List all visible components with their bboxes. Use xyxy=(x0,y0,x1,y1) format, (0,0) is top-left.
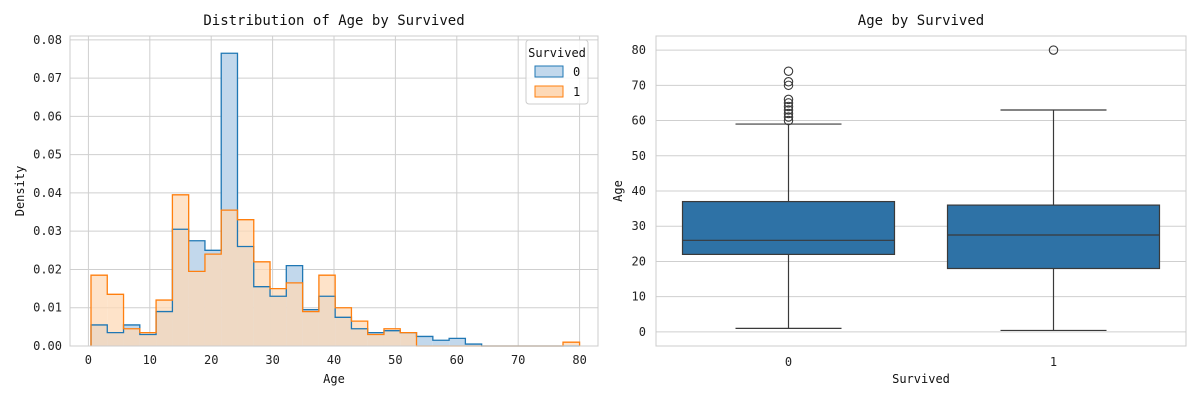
outlier-point xyxy=(783,108,794,119)
legend-label-0: 0 xyxy=(573,65,580,79)
histogram-bar-series-1 xyxy=(253,261,271,346)
histogram-x-tick-label: 10 xyxy=(143,353,157,367)
histogram-bar-series-1 xyxy=(90,275,108,346)
boxplot-marks xyxy=(681,45,1161,332)
histogram-y-tick-label: 0.06 xyxy=(33,109,62,123)
outlier-point xyxy=(783,105,794,115)
histogram-bar-series-1 xyxy=(286,282,303,346)
boxplot-y-tick-label: 70 xyxy=(632,78,646,92)
histogram-x-tick-label: 50 xyxy=(388,353,402,367)
histogram-bar-series-1 xyxy=(156,300,173,346)
legend-swatch-1 xyxy=(534,85,564,98)
boxplot-plot-frame xyxy=(655,35,1187,347)
histogram-x-tick-label: 60 xyxy=(450,353,464,367)
histogram-x-tick-label: 0 xyxy=(85,353,92,367)
histogram-bar-series-1 xyxy=(335,307,352,346)
histogram-x-ticks: 0 10 20 30 40 50 60 70 80 xyxy=(85,353,587,367)
boxplot-y-tick-label: 10 xyxy=(632,290,646,304)
histogram-bar-series-0 xyxy=(465,344,482,346)
outlier-point xyxy=(1048,45,1059,55)
boxplot-y-tick-label: 40 xyxy=(632,184,646,198)
histogram-y-tick-label: 0.05 xyxy=(33,148,62,162)
boxplot-y-tick-label: 80 xyxy=(632,43,646,57)
histogram-bar-series-0 xyxy=(449,338,466,346)
outlier-point xyxy=(783,94,794,105)
histogram-x-axis-label: Age xyxy=(323,372,345,386)
boxplot-y-tick-label: 30 xyxy=(632,219,646,233)
legend-label-1: 1 xyxy=(573,85,580,99)
histogram-y-tick-label: 0.08 xyxy=(33,33,62,47)
histogram-bar-series-1 xyxy=(351,321,368,346)
boxplot-title: Age by Survived xyxy=(858,13,984,29)
histogram-y-tick-label: 0.00 xyxy=(33,339,62,353)
boxplot-y-tick-label: 60 xyxy=(632,114,646,128)
histogram-y-axis-label: Density xyxy=(13,166,27,217)
histogram-y-tick-label: 0.01 xyxy=(33,301,62,315)
histogram-x-tick-label: 70 xyxy=(511,353,525,367)
iqr-box xyxy=(681,200,896,256)
boxplot-y-tick-label: 20 xyxy=(632,254,646,268)
histogram-y-tick-label: 0.07 xyxy=(33,71,62,85)
boxplot-x-tick-label: 1 xyxy=(1050,355,1057,369)
legend-swatch-0 xyxy=(534,65,564,78)
histogram-bar-series-1 xyxy=(172,194,189,346)
histogram-y-tick-label: 0.03 xyxy=(33,224,62,238)
histogram-bar-series-1 xyxy=(318,275,336,346)
boxplot-grid xyxy=(656,49,1186,333)
histogram-x-tick-label: 20 xyxy=(204,353,218,367)
box-group-1 xyxy=(946,45,1161,332)
histogram-bar-series-0 xyxy=(432,340,450,346)
histogram-legend: Survived 0 1 xyxy=(525,39,589,105)
histogram-bar-series-1 xyxy=(367,334,384,346)
outlier-point xyxy=(783,115,794,126)
outlier-point xyxy=(783,80,794,91)
boxplot-y-axis-label: Age xyxy=(611,180,625,202)
histogram-y-tick-label: 0.02 xyxy=(33,262,62,276)
outlier-point xyxy=(783,101,794,112)
histogram-bar-series-1 xyxy=(270,288,287,346)
histogram-x-tick-label: 80 xyxy=(572,353,586,367)
boxplot-y-tick-label: 0 xyxy=(639,325,646,339)
histogram-y-ticks: 0.00 0.01 0.02 0.03 0.04 0.05 0.06 0.07 0.08 xyxy=(33,33,62,353)
histogram-plot-frame xyxy=(69,35,599,347)
histogram-bar-series-1 xyxy=(107,294,124,346)
histogram-bar-series-1 xyxy=(123,328,140,346)
histogram-bar-series-1 xyxy=(139,332,157,346)
outlier-point xyxy=(783,77,794,87)
outlier-point xyxy=(783,66,794,76)
histogram-bar-series-1 xyxy=(221,210,238,346)
histogram-bar-series-0 xyxy=(416,336,433,346)
histogram-bar-series-1 xyxy=(204,254,222,346)
histogram-x-tick-label: 40 xyxy=(327,353,341,367)
histogram-bar-series-1 xyxy=(188,271,205,346)
histogram-bar-series-1 xyxy=(400,332,417,346)
histogram-bar-series-1 xyxy=(383,328,401,346)
histogram-bar-series-1 xyxy=(302,311,319,346)
histogram-title: Distribution of Age by Survived xyxy=(203,13,464,29)
boxplot-y-ticks: 0 10 20 30 40 50 60 70 80 xyxy=(632,43,646,339)
histogram-y-tick-label: 0.04 xyxy=(33,186,62,200)
histogram-bars xyxy=(90,52,581,347)
boxplot-y-tick-label: 50 xyxy=(632,149,646,163)
legend-title: Survived xyxy=(528,46,586,60)
boxplot-x-axis-label: Survived xyxy=(892,372,950,386)
histogram-step-outline-0 xyxy=(90,52,580,347)
histogram-bar-series-1 xyxy=(563,342,580,346)
iqr-box xyxy=(946,204,1161,270)
outlier-point xyxy=(783,98,794,108)
histogram-bar-series-1 xyxy=(237,219,254,346)
histogram-panel: 0 10 20 30 40 50 60 70 80 0.000.010.020.030.040.… xyxy=(13,13,599,386)
boxplot-x-tick-label: 0 xyxy=(785,355,792,369)
box-group-0 xyxy=(681,66,896,329)
outlier-point xyxy=(783,112,794,122)
histogram-x-tick-label: 30 xyxy=(265,353,279,367)
